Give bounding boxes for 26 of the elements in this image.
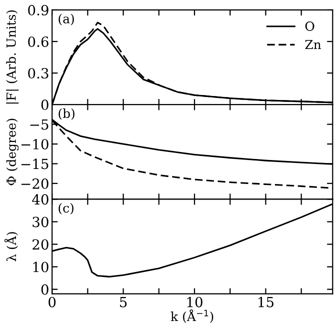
annotation: (a): [58, 14, 74, 26]
annotation: (b): [58, 108, 74, 120]
legend-label: Zn: [305, 40, 322, 50]
y-axis-title: |F| (Arb. Units): [6, 10, 19, 104]
x-tick-label: 10: [187, 296, 202, 308]
legend-label: O: [305, 21, 314, 31]
y-tick-label: 0.6: [28, 36, 48, 47]
y-tick-label: 40: [32, 194, 48, 205]
y-axis-title: λ (Å): [4, 232, 18, 262]
y-tick-label: 0: [41, 284, 48, 295]
y-tick-label: −20: [21, 178, 48, 189]
y-tick-label: −5: [30, 119, 48, 130]
y-tick-label: −15: [21, 158, 48, 170]
y-tick-label: −10: [21, 138, 48, 150]
y-tick-label: 20: [32, 239, 48, 250]
y-tick-label: 0.9: [28, 4, 48, 16]
x-tick-label: 5: [120, 297, 127, 308]
x-axis-title: k (Å$^{−1}$): [170, 309, 214, 323]
y-tick-label: 10: [33, 262, 48, 272]
y-tick-label: 30: [32, 216, 48, 228]
y-axis-title: Φ (degree): [6, 118, 19, 186]
x-tick-label: 0: [48, 296, 56, 308]
x-tick-label: 15: [258, 296, 274, 308]
y-tick-label: 0.3: [28, 68, 48, 79]
y-tick-label: 0: [41, 100, 48, 110]
annotation: (c): [58, 202, 74, 214]
